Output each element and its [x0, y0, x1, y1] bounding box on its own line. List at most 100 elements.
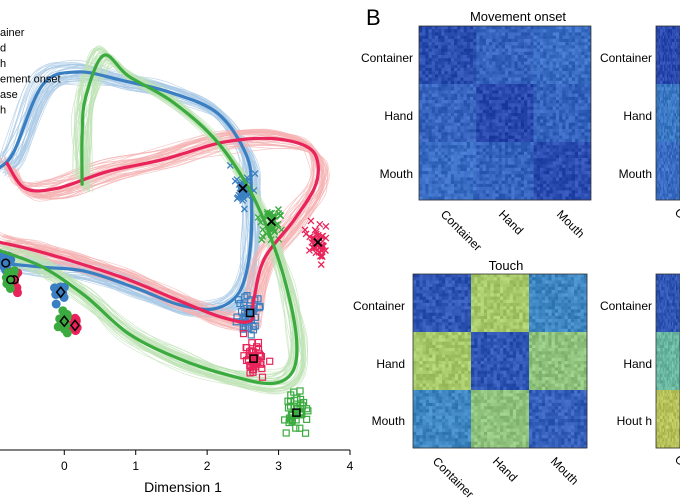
heatmap-cell: [578, 42, 582, 46]
heatmap-cell: [574, 38, 579, 43]
heatmap-cell: [527, 48, 531, 53]
heatmap-cell: [552, 196, 557, 201]
heatmap-cell: [551, 328, 556, 333]
heatmap-cell: [520, 190, 525, 194]
heatmap-cell: [533, 158, 538, 162]
heatmap-cell: [564, 296, 568, 301]
heatmap-cell: [483, 357, 488, 362]
heatmap-cell: [422, 145, 426, 149]
heatmap-cell: [503, 351, 507, 355]
heatmap-cell: [555, 145, 560, 149]
heatmap-cell: [466, 67, 471, 72]
heatmap-cell: [435, 322, 440, 326]
heatmap-cell: [578, 45, 582, 49]
heatmap-cell: [432, 386, 436, 391]
heatmap-cell: [464, 296, 469, 301]
heatmap-cell: [501, 138, 506, 143]
heatmap-cell: [483, 332, 488, 336]
heatmap-cell: [454, 322, 459, 326]
heatmap-cell: [485, 151, 490, 156]
heatmap-cell: [558, 322, 562, 326]
heatmap-cell: [416, 370, 420, 375]
heatmap-cell: [543, 161, 547, 165]
heatmap-cell: [445, 341, 449, 346]
heatmap-cell: [549, 142, 553, 146]
heatmap-cell: [416, 315, 420, 320]
heatmap-cell: [559, 48, 563, 53]
heatmap-cell: [441, 174, 445, 178]
heatmap-cell: [548, 277, 552, 281]
heatmap-cell: [578, 55, 582, 59]
heatmap-cell: [454, 74, 458, 78]
heatmap-cell: [514, 177, 518, 181]
heatmap-cells: [412, 273, 588, 449]
heatmap-cell: [546, 96, 550, 101]
heatmap-cell: [487, 309, 491, 313]
heatmap-cell: [568, 174, 573, 178]
heatmap-cell: [533, 90, 538, 94]
heatmap-cell: [529, 309, 533, 313]
heatmap-cell: [522, 370, 527, 375]
heatmap-cell: [438, 58, 442, 62]
heatmap-cell: [524, 151, 528, 156]
heatmap-cell: [501, 113, 506, 117]
heatmap-cell: [517, 154, 522, 159]
heatmap-cell: [479, 180, 483, 185]
heatmap-cell: [514, 80, 518, 85]
heatmap-cell: [444, 135, 448, 140]
heatmap-cell: [584, 177, 589, 181]
heatmap-cell: [428, 32, 433, 36]
heatmap-cell: [448, 335, 452, 339]
heatmap-cell: [536, 183, 541, 188]
heatmap-cell: [496, 325, 501, 330]
heatmap-cell: [434, 96, 439, 101]
heatmap-cell: [574, 103, 579, 107]
heatmap-cell: [435, 348, 440, 352]
heatmap-cell: [554, 315, 559, 320]
heatmap-cell: [432, 383, 436, 388]
heatmap-cell: [511, 142, 515, 146]
heatmap-cell: [574, 180, 579, 185]
heatmap-cell: [463, 193, 468, 198]
heatmap-cell: [416, 274, 420, 278]
heatmap-cell: [578, 193, 582, 198]
heatmap-cell: [425, 148, 429, 152]
heatmap-cell: [428, 103, 433, 107]
heatmap-cell: [495, 29, 499, 33]
heatmap-cell: [432, 322, 436, 326]
heatmap-cell: [454, 370, 459, 375]
heatmap-cell: [496, 348, 501, 352]
heatmap-cell: [422, 274, 427, 278]
heatmap-cell: [463, 32, 468, 36]
heatmap-cell: [543, 148, 547, 152]
heatmap-cell: [487, 348, 491, 352]
heatmap-cell: [422, 315, 427, 320]
heatmap-cell: [578, 77, 582, 82]
heatmap-cell: [435, 361, 440, 365]
heatmap-cell: [485, 64, 490, 69]
heatmap-cell: [496, 280, 501, 284]
heatmap-cell: [495, 103, 499, 107]
heatmap-cell: [583, 322, 588, 326]
trial-marker: [263, 210, 271, 218]
heatmap-cell: [431, 187, 436, 191]
heatmap-cell: [561, 283, 565, 288]
heatmap-cell: [520, 142, 525, 146]
trial-marker: [254, 214, 262, 221]
heatmap-cell: [457, 58, 461, 62]
heatmap-cell: [532, 299, 536, 304]
heatmap-cell: [565, 29, 569, 33]
heatmap-cell: [568, 96, 573, 101]
trial-marker: [233, 176, 241, 184]
heatmap-cell: [419, 142, 423, 146]
heatmap-cell: [498, 154, 503, 159]
heatmap-cell: [447, 55, 452, 59]
heatmap-cell: [448, 283, 452, 288]
heatmap-cell: [432, 293, 436, 297]
heatmap-cell: [558, 299, 562, 304]
heatmap-cell: [485, 129, 490, 133]
heatmap-cell: [431, 151, 436, 156]
heatmap-cell: [451, 380, 456, 384]
mean-event-marker: [55, 285, 66, 299]
heatmap-cell: [552, 32, 557, 36]
